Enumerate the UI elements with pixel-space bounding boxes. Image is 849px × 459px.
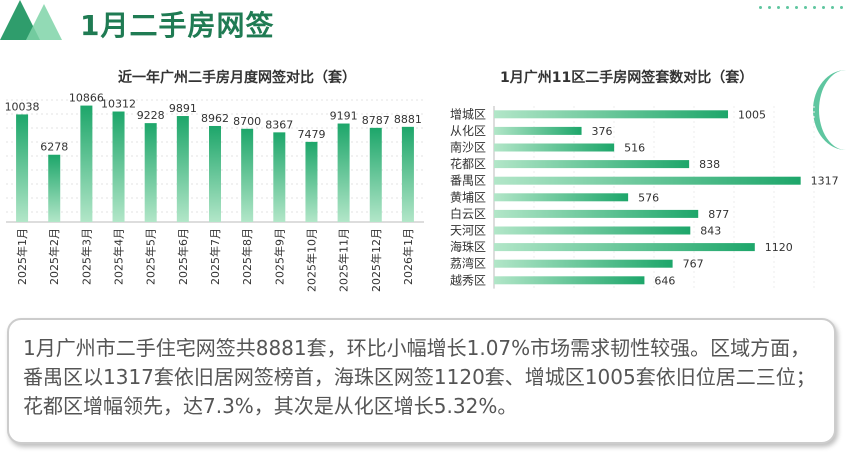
data-label: 10038 [5,100,40,113]
monthly-bar-chart: 10038 2025年1月 6278 2025年2月 10866 2025年3月 10312… [5,92,424,292]
bar-2025年1月 [16,114,29,222]
bar-海珠区 [494,243,755,252]
data-label: 8367 [265,118,293,131]
data-label: 9891 [169,102,197,115]
data-label: 843 [700,225,721,238]
tick-label: 2025年3月 [79,228,93,285]
bar-白云区 [494,209,699,218]
tick-label: 2025年1月 [15,228,29,285]
bar-2025年3月 [80,105,93,222]
data-label: 516 [624,142,645,155]
tick-label: 2025年2月 [47,228,61,285]
bar-2025年10月 [305,141,318,222]
bar-黄埔区 [494,193,629,202]
tick-label: 2025年5月 [144,228,158,285]
tick-label: 荔湾区 [450,256,486,271]
tick-label: 2025年10月 [304,228,318,292]
tick-label: 2025年4月 [112,228,126,285]
data-label: 8881 [394,113,422,126]
bar-2026年1月 [401,126,414,222]
bar-从化区 [494,126,582,135]
district-chart-title: 1月广州11区二手房网签套数对比（套） [500,70,754,86]
bar-2025年4月 [112,111,125,222]
tick-label: 黄埔区 [450,190,486,204]
data-label: 7479 [297,128,325,141]
bar-2025年5月 [144,123,157,222]
bar-番禺区 [494,176,801,185]
tick-label: 海珠区 [450,239,486,254]
tick-label: 2026年1月 [401,228,415,285]
bar-2025年12月 [369,127,382,222]
bar-2025年8月 [241,128,254,222]
data-label: 838 [699,158,720,171]
data-label: 646 [654,274,675,287]
data-label: 877 [708,208,729,221]
tick-label: 白云区 [450,206,486,221]
data-label: 1317 [811,175,839,188]
bar-南沙区 [494,143,615,152]
tick-label: 2025年11月 [337,228,351,292]
data-label: 9191 [330,110,358,123]
bar-花都区 [494,160,690,169]
data-label: 1005 [738,108,766,121]
bar-2025年7月 [209,125,221,222]
bar-荔湾区 [494,259,673,268]
decorative-arc [813,70,849,150]
tick-label: 增城区 [450,107,486,121]
tick-label: 2025年9月 [272,228,286,285]
data-label: 767 [683,258,704,271]
tick-label: 2025年8月 [240,228,254,285]
tick-label: 2025年6月 [176,228,190,285]
decorative-dots [759,6,843,9]
bar-增城区 [494,110,729,119]
data-label: 376 [592,125,613,138]
data-label: 8700 [233,115,261,128]
bar-2025年11月 [337,123,350,222]
bar-2025年6月 [176,116,189,222]
summary-box: 1月广州市二手住宅网签共8881套，环比小幅增长1.07%市场需求韧性较强。区域… [7,318,836,444]
tick-label: 从化区 [450,124,486,138]
data-label: 8962 [201,112,229,125]
data-label: 8787 [362,114,390,127]
bar-越秀区 [494,276,645,285]
charts-canvas: 10038 2025年1月 6278 2025年2月 10866 2025年3月 10312… [5,92,839,292]
bar-天河区 [494,226,691,235]
bar-2025年9月 [273,132,286,222]
logo-icon [0,0,62,40]
summary-text: 1月广州市二手住宅网签共8881套，环比小幅增长1.07%市场需求韧性较强。区域… [23,336,816,418]
data-label: 576 [638,191,659,204]
tick-label: 南沙区 [450,140,486,155]
page-title: 1月二手房网签 [80,9,275,42]
monthly-chart-title: 近一年广州二手房月度网签对比（套） [118,70,356,86]
data-label: 6278 [40,141,68,154]
data-label: 10866 [69,92,104,105]
tick-label: 天河区 [450,224,486,238]
tick-label: 番禺区 [450,174,486,188]
data-label: 9228 [137,109,165,122]
bar-2025年2月 [48,154,61,222]
data-label: 1120 [765,241,793,254]
tick-label: 越秀区 [450,273,486,287]
tick-label: 2025年7月 [208,228,222,285]
data-label: 10312 [101,98,136,111]
district-bar-chart: 增城区 1005 从化区 376 南沙区 516 花都区 838 番禺区 1317 黄埔区 576 白云… [450,106,839,289]
tick-label: 2025年12月 [369,228,383,292]
tick-label: 花都区 [450,156,486,171]
